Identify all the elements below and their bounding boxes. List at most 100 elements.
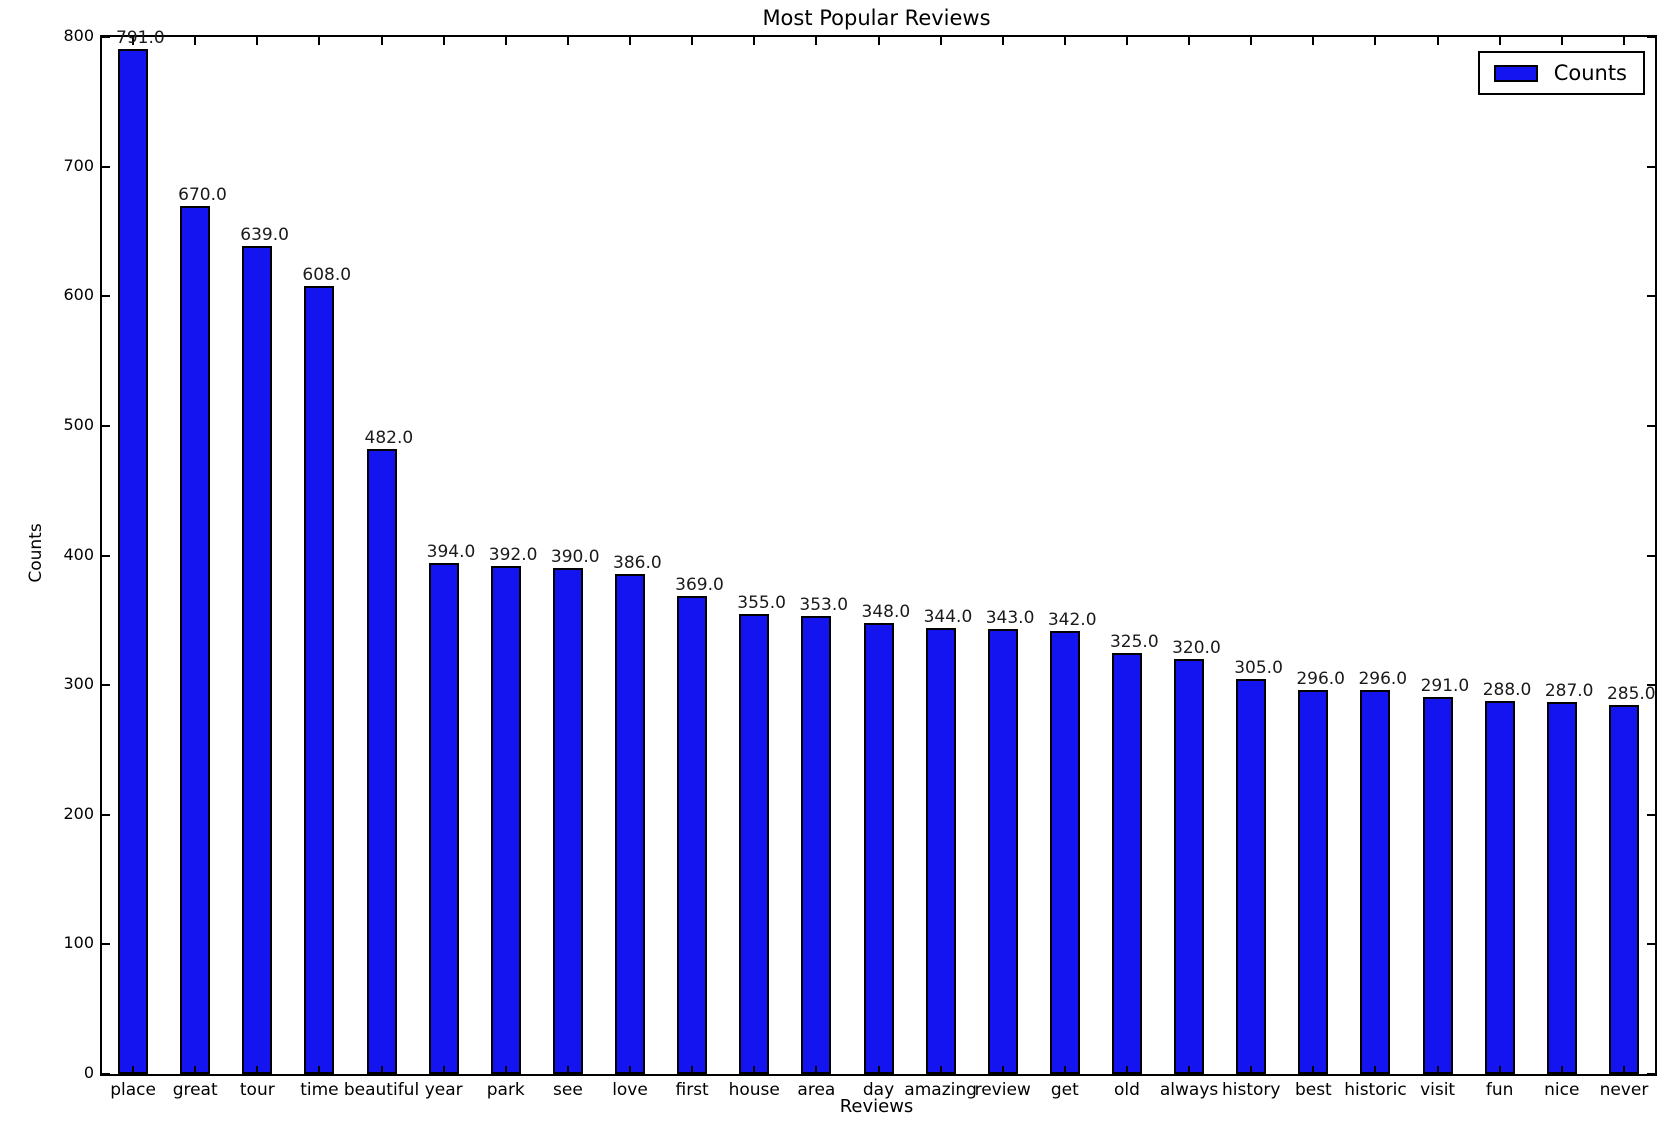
y-tick-label: 600	[63, 285, 94, 305]
bar-value-label: 325.0	[1109, 631, 1159, 652]
x-tick-mark-bottom	[877, 1066, 880, 1074]
bar	[925, 628, 956, 1074]
x-tick-mark-bottom	[566, 1066, 569, 1074]
y-tick-label: 100	[63, 933, 94, 953]
x-tick-mark-bottom	[1001, 1066, 1004, 1074]
x-tick-mark-top	[380, 37, 383, 45]
x-tick-mark-bottom	[1250, 1066, 1253, 1074]
bar-value-label: 320.0	[1172, 638, 1221, 659]
bar	[1049, 630, 1080, 1074]
x-tick-label: get	[1050, 1080, 1079, 1100]
bar	[1422, 696, 1453, 1074]
bar-value-label: 791.0	[116, 27, 165, 48]
y-tick-label: 200	[63, 803, 94, 823]
bar	[801, 616, 832, 1074]
x-tick-label: nice	[1544, 1080, 1580, 1100]
x-tick-mark-bottom	[1622, 1066, 1625, 1074]
bar	[552, 568, 583, 1074]
y-tick-mark-right	[1647, 424, 1655, 427]
x-tick-mark-bottom	[815, 1066, 818, 1074]
bar	[428, 563, 459, 1074]
x-tick-mark-bottom	[1063, 1066, 1066, 1074]
x-tick-label: best	[1294, 1080, 1332, 1100]
y-tick-mark-left	[102, 165, 110, 168]
x-tick-mark-top	[1622, 37, 1625, 45]
bar	[1608, 704, 1639, 1074]
x-tick-mark-bottom	[629, 1066, 632, 1074]
y-tick-mark-right	[1647, 684, 1655, 687]
bar	[863, 622, 894, 1074]
x-tick-mark-top	[256, 37, 259, 45]
x-tick-mark-top	[1312, 37, 1315, 45]
bar	[1236, 678, 1267, 1074]
bar-value-label: 343.0	[985, 608, 1035, 629]
y-tick-mark-right	[1647, 1073, 1655, 1075]
x-tick-label: house	[728, 1080, 780, 1100]
x-tick-label: amazing	[904, 1080, 977, 1100]
x-tick-label: fun	[1485, 1080, 1514, 1100]
x-tick-mark-top	[1188, 37, 1191, 45]
bar	[118, 48, 149, 1074]
bar-value-label: 639.0	[240, 224, 289, 245]
bar	[1546, 701, 1577, 1074]
y-tick-mark-left	[102, 943, 110, 946]
bar-value-label: 344.0	[923, 607, 973, 628]
x-tick-mark-top	[1374, 37, 1377, 45]
x-tick-label: historic	[1344, 1080, 1407, 1100]
x-tick-mark-top	[815, 37, 818, 45]
bar	[987, 629, 1018, 1074]
y-tick-mark-right	[1647, 36, 1655, 38]
x-tick-mark-top	[504, 37, 507, 45]
bar	[1111, 652, 1142, 1074]
bar-value-label: 670.0	[178, 184, 227, 205]
y-tick-label: 800	[63, 26, 94, 45]
y-tick-label: 500	[63, 414, 94, 434]
bar	[180, 205, 211, 1074]
x-tick-label: park	[486, 1080, 525, 1100]
bar	[1484, 700, 1515, 1074]
x-tick-mark-top	[939, 37, 942, 45]
x-tick-label: beautiful	[343, 1080, 420, 1100]
x-tick-mark-top	[1063, 37, 1066, 45]
x-tick-mark-top	[1001, 37, 1004, 45]
y-tick-mark-right	[1647, 554, 1655, 557]
bar-value-label: 342.0	[1047, 609, 1097, 630]
x-tick-mark-top	[1250, 37, 1253, 45]
x-tick-label: year	[424, 1080, 463, 1100]
bar-value-label: 608.0	[302, 264, 352, 285]
x-tick-mark-top	[629, 37, 632, 45]
x-tick-label: history	[1221, 1080, 1281, 1100]
x-tick-mark-top	[132, 37, 135, 45]
x-tick-mark-top	[877, 37, 880, 45]
y-tick-mark-right	[1647, 813, 1655, 816]
y-tick-mark-left	[102, 554, 110, 557]
x-tick-label: day	[862, 1080, 895, 1100]
y-tick-mark-right	[1647, 943, 1655, 946]
x-tick-mark-bottom	[194, 1066, 197, 1074]
x-tick-mark-top	[442, 37, 445, 45]
bar-value-label: 353.0	[799, 595, 849, 616]
legend-label: Counts	[1553, 61, 1627, 85]
x-tick-label: always	[1159, 1080, 1219, 1100]
x-tick-mark-bottom	[318, 1066, 321, 1074]
x-tick-mark-bottom	[442, 1066, 445, 1074]
bar	[366, 449, 397, 1074]
x-tick-mark-top	[1125, 37, 1128, 45]
x-tick-mark-bottom	[1312, 1066, 1315, 1074]
bar-value-label: 287.0	[1544, 680, 1594, 701]
x-tick-mark-bottom	[1498, 1066, 1501, 1074]
x-tick-label: great	[172, 1080, 218, 1100]
x-tick-label: time	[300, 1080, 339, 1100]
y-tick-mark-left	[102, 36, 110, 38]
x-tick-mark-bottom	[256, 1066, 259, 1074]
y-tick-mark-left	[102, 1073, 110, 1075]
bar	[304, 285, 335, 1074]
bar	[615, 573, 646, 1074]
x-tick-mark-bottom	[1560, 1066, 1563, 1074]
x-tick-mark-bottom	[753, 1066, 756, 1074]
bar-value-label: 355.0	[737, 592, 786, 613]
bar	[490, 565, 521, 1074]
plot-area: Counts 791.0 place 670.0 great 639.0 tour 608.…	[63, 26, 1657, 1100]
bar-value-label: 285.0	[1606, 683, 1656, 704]
y-tick-mark-left	[102, 295, 110, 298]
